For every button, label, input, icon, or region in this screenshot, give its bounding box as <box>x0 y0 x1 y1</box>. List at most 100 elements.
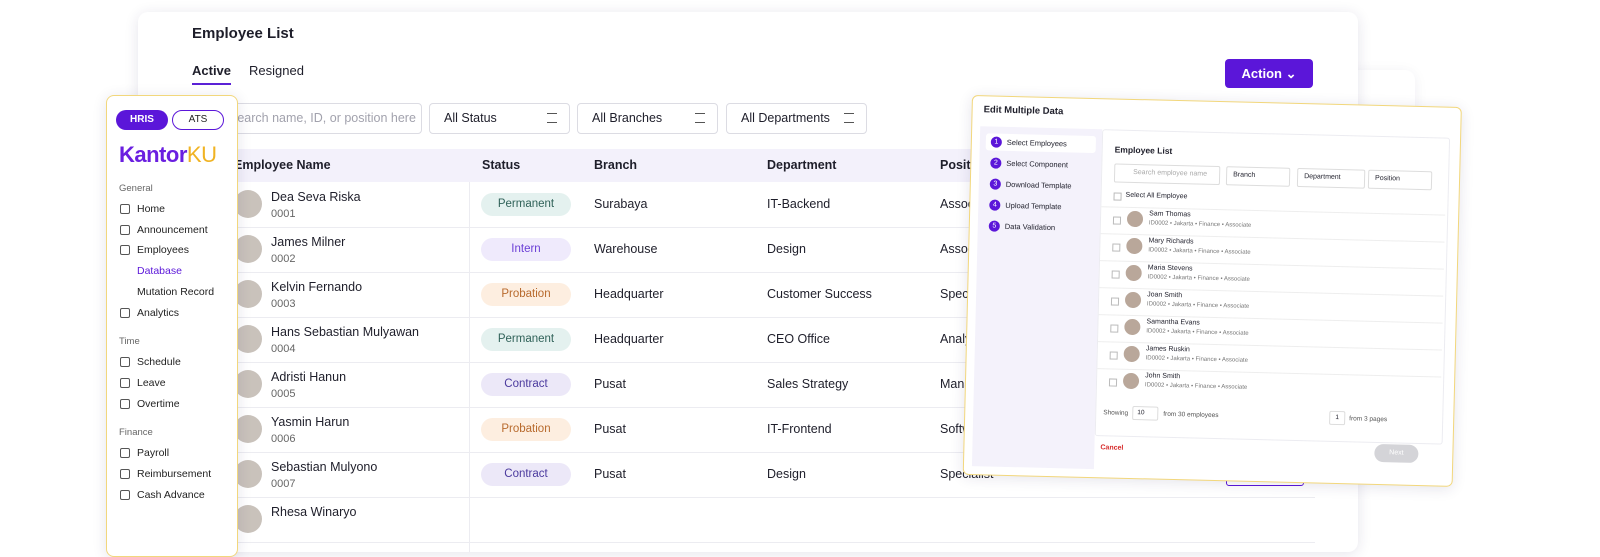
employee-id: 0005 <box>271 388 296 400</box>
search-box[interactable]: Search employee name <box>1113 163 1221 186</box>
status-badge: Probation <box>481 418 571 441</box>
department: Design <box>767 242 806 256</box>
menu-icon <box>120 245 130 256</box>
menu-item[interactable]: Mutation Record <box>137 285 215 298</box>
checkbox <box>1111 270 1120 279</box>
menu-icon <box>120 357 130 368</box>
branch: Headquarter <box>594 332 664 346</box>
menu-item[interactable]: Announcement <box>137 223 208 236</box>
filter-icon <box>695 113 705 123</box>
tab[interactable]: Resigned <box>249 63 304 78</box>
steps-panel <box>971 126 1103 470</box>
department: IT-Frontend <box>767 422 832 436</box>
step-label[interactable]: Download Template <box>1005 179 1072 191</box>
column-header: Status <box>482 158 521 172</box>
menu-item[interactable]: Employees <box>137 244 189 257</box>
row-divider <box>220 317 1315 318</box>
menu-icon <box>120 204 130 214</box>
employee-name: Dea Seva Riska <box>271 190 361 204</box>
avatar <box>234 280 262 308</box>
employee-name: Mary Richards <box>1148 237 1194 246</box>
filter-dropdown[interactable]: All Branches <box>577 103 718 134</box>
step-label[interactable]: Select Component <box>1006 158 1069 170</box>
column-divider <box>469 182 470 552</box>
branch: Pusat <box>594 422 626 436</box>
cancel-button[interactable]: Cancel <box>1100 444 1124 452</box>
pages: from 3 pages <box>1349 415 1388 424</box>
filter-label: Department <box>1304 173 1341 182</box>
page: Employee List Active Resigned Action ⌄ S… <box>106 25 1462 557</box>
status-badge: Contract <box>481 373 571 396</box>
tab[interactable]: Active <box>192 63 232 85</box>
edit-modal: Edit Multiple Data 1 Select Employees 2 Sele… <box>962 95 1462 487</box>
section-title: General <box>119 183 153 194</box>
column-header: Branch <box>594 158 638 172</box>
avatar <box>234 415 262 443</box>
branch: Pusat <box>594 377 626 391</box>
menu-item[interactable]: Leave <box>137 376 166 389</box>
sidebar: HRIS ATS KantorKU General Home Announcement Em… <box>106 95 238 557</box>
column-header: Employee Name <box>234 158 331 172</box>
employee-name: Sebastian Mulyono <box>271 460 378 474</box>
employee-name: Yasmin Harun <box>271 415 350 429</box>
employee-name: James Ruskin <box>1145 345 1190 354</box>
status-badge: Probation <box>481 283 571 306</box>
menu-item[interactable]: Database <box>137 265 182 278</box>
filter-dropdown[interactable]: All Departments <box>726 103 867 134</box>
filter-dropdown[interactable]: Department <box>1296 167 1366 189</box>
checkbox <box>1110 297 1120 306</box>
step-label[interactable]: Data Validation <box>1004 221 1056 233</box>
avatar <box>234 505 262 533</box>
menu-icon <box>120 307 130 318</box>
checkbox <box>1112 243 1121 252</box>
avatar <box>234 460 262 488</box>
menu-item[interactable]: Cash Advance <box>137 488 205 501</box>
employee-name: James Milner <box>271 235 346 249</box>
avatar <box>234 190 262 218</box>
menu-item[interactable]: Reimbursement <box>137 468 212 480</box>
page-size[interactable]: 10 <box>1132 406 1159 421</box>
logo-text: KU <box>186 142 217 167</box>
page-input[interactable]: 1 <box>1329 410 1346 426</box>
app-badge[interactable]: ATS <box>172 110 224 130</box>
total: from 30 employees <box>1163 410 1219 420</box>
status-badge: Contract <box>481 463 571 486</box>
checkbox <box>1109 351 1118 360</box>
menu-item[interactable]: Analytics <box>137 306 180 319</box>
employee-name: John Smith <box>1145 372 1181 381</box>
menu-icon <box>120 377 130 388</box>
filter-dropdown[interactable]: All Status <box>429 103 570 134</box>
logo: KantorKU <box>119 142 217 168</box>
menu-item[interactable]: Payroll <box>137 447 170 460</box>
department: Design <box>767 467 806 481</box>
section-title: Finance <box>119 427 153 439</box>
step-label[interactable]: Upload Template <box>1005 200 1062 212</box>
employee-id: 0001 <box>271 208 296 220</box>
branch: Headquarter <box>594 287 664 301</box>
row-divider <box>220 452 1315 453</box>
step-label[interactable]: Select Employees <box>1006 137 1067 149</box>
checkbox <box>1112 216 1122 225</box>
list-title: Employee List <box>1114 144 1173 156</box>
filter-label: All Status <box>444 111 497 125</box>
filter-dropdown[interactable]: Position <box>1367 169 1433 191</box>
select-all: Select All Employee <box>1125 191 1188 201</box>
menu-item[interactable]: Home <box>137 203 166 215</box>
menu-icon <box>120 489 130 500</box>
filter-label: All Departments <box>741 111 830 125</box>
search-box[interactable]: Search name, ID, or position here <box>218 103 422 134</box>
app-badge[interactable]: HRIS <box>116 110 168 130</box>
row-divider <box>220 227 1315 228</box>
button-label: Action <box>1241 66 1282 81</box>
checkbox <box>1108 378 1118 387</box>
branch: Pusat <box>594 467 626 481</box>
row-divider <box>220 542 1315 543</box>
checkbox <box>1110 324 1119 333</box>
menu-item[interactable]: Overtime <box>137 397 180 410</box>
employee-id: 0007 <box>271 478 296 490</box>
next-button[interactable]: Next <box>1374 443 1419 464</box>
filter-dropdown[interactable]: Branch <box>1225 166 1291 187</box>
action-button[interactable]: Action ⌄ <box>1225 59 1313 88</box>
menu-item[interactable]: Schedule <box>137 356 181 369</box>
status-badge: Intern <box>481 238 571 261</box>
